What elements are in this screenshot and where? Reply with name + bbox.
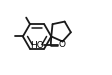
Text: O: O — [59, 40, 66, 49]
Text: HO: HO — [30, 41, 43, 50]
